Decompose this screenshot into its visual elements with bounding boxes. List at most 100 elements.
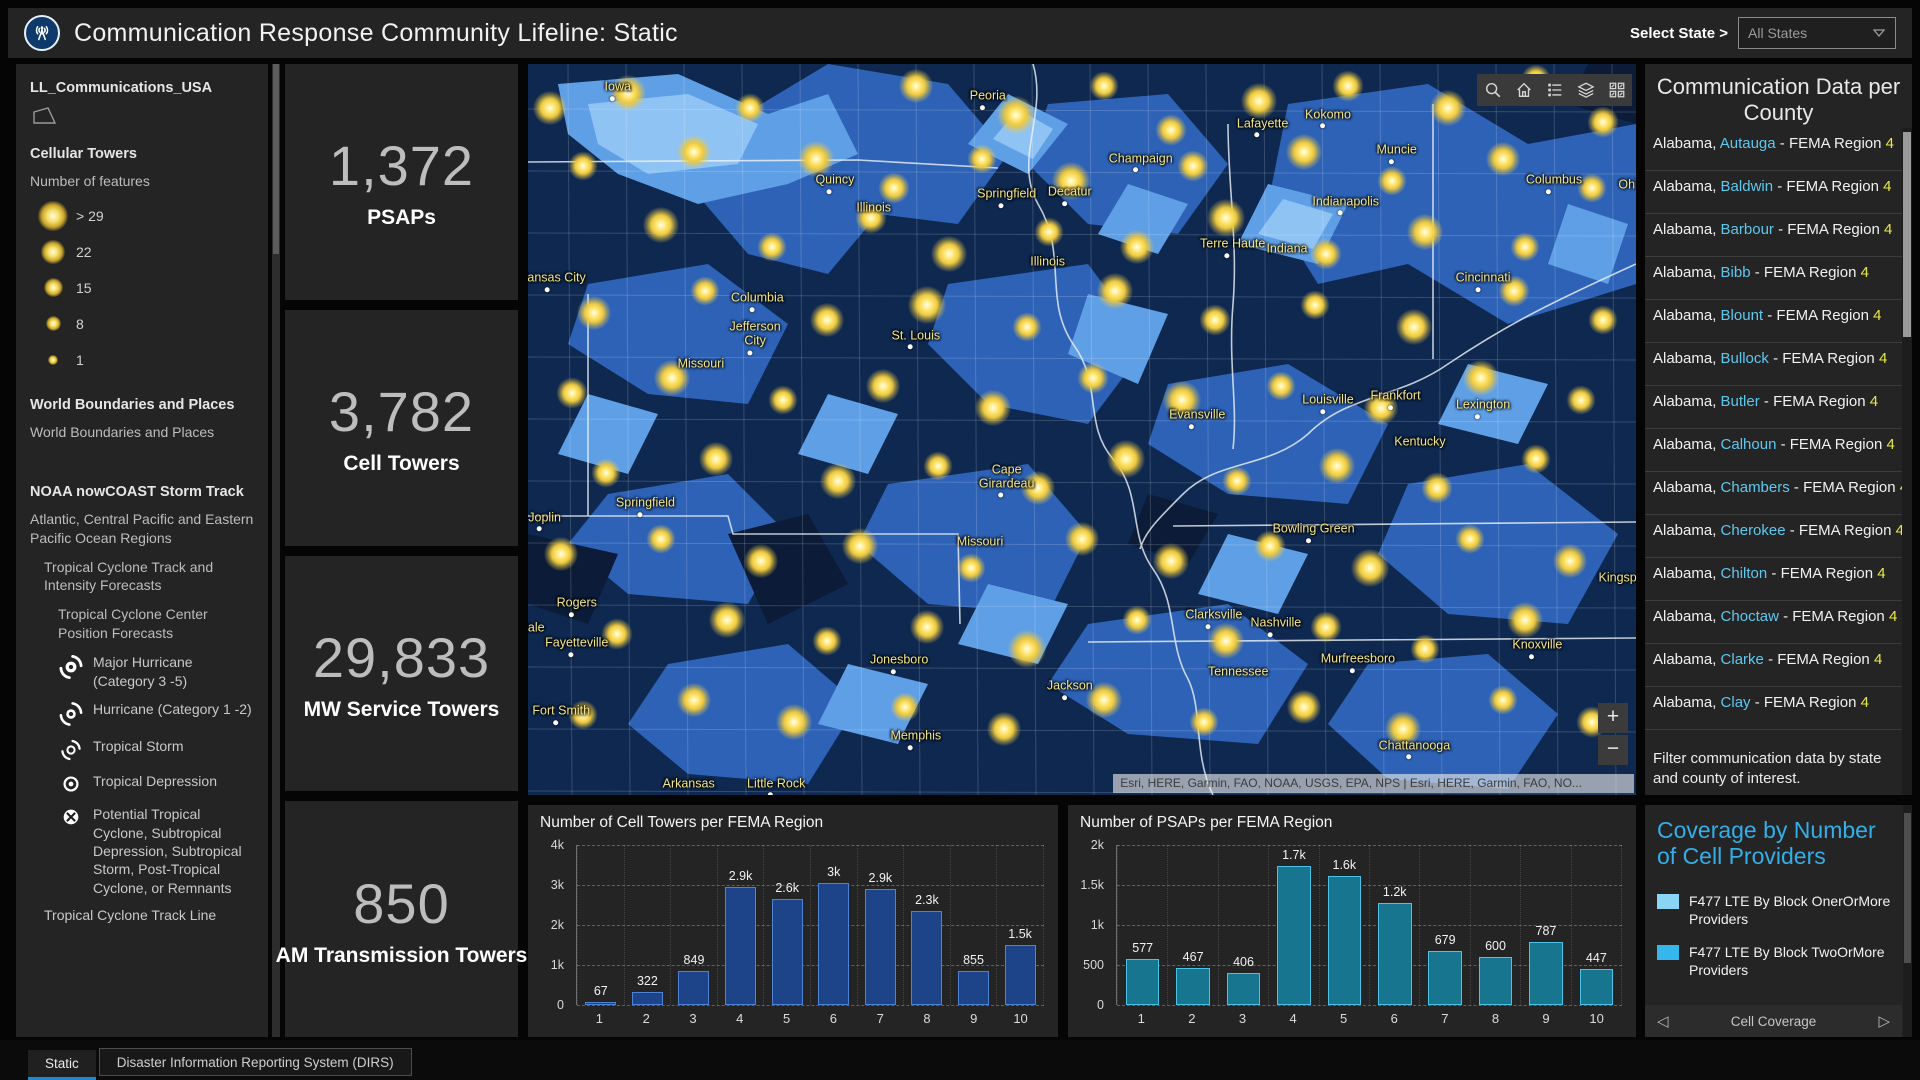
county-row[interactable]: Alabama, Blount - FEMA Region 4 [1645, 300, 1902, 343]
legend-icon[interactable] [1539, 74, 1570, 106]
x-tick-label: 1 [595, 1011, 604, 1026]
bar: 2.3k [903, 845, 950, 1005]
cell-tower-dot [923, 451, 953, 481]
city-label: Cape Girardeau [979, 463, 1034, 498]
cell-tower-dot [709, 601, 746, 638]
cell-tower-dot [878, 172, 910, 204]
cell-tower-dot [1407, 214, 1444, 251]
noaa-regions-label: Atlantic, Central Pacific and Eastern Pa… [30, 510, 254, 546]
cell-tower-dot [987, 712, 1022, 747]
feature-size-label: 22 [76, 243, 92, 260]
city-label: Clarksville [1185, 608, 1242, 630]
x-tick-label: 3 [689, 1011, 697, 1026]
county-row[interactable]: Alabama, Clarke - FEMA Region 4 [1645, 644, 1902, 687]
county-row[interactable]: Alabama, Clay - FEMA Region 4 [1645, 687, 1902, 730]
cell-tower-dot [1051, 161, 1090, 200]
county-data-panel: Communication Data per County Alabama, A… [1645, 64, 1912, 795]
cell-tower-dot [907, 286, 946, 325]
cell-tower-dot [890, 692, 920, 722]
county-row[interactable]: Alabama, Butler - FEMA Region 4 [1645, 386, 1902, 429]
x-tick-label: 2 [642, 1011, 650, 1026]
basemap-icon[interactable] [1601, 74, 1632, 106]
tab-dirs[interactable]: Disaster Information Reporting System (D… [98, 1048, 412, 1076]
county-row[interactable]: Alabama, Autauga - FEMA Region 4 [1645, 128, 1902, 171]
x-tick-label: 6 [1390, 1011, 1398, 1026]
county-row[interactable]: Alabama, Baldwin - FEMA Region 4 [1645, 171, 1902, 214]
cell-tower-dot [1199, 304, 1231, 336]
tower-glow-dot-icon [38, 200, 68, 231]
bar: 787 [1520, 845, 1570, 1005]
mw-towers-label: MW Service Towers [303, 697, 500, 721]
cell-tower-dot [1089, 71, 1119, 101]
county-row[interactable]: Alabama, Calhoun - FEMA Region 4 [1645, 429, 1902, 472]
city-label: Decatur [1048, 185, 1092, 207]
city-label: Nashville [1251, 615, 1301, 637]
county-row[interactable]: Alabama, Bullock - FEMA Region 4 [1645, 343, 1902, 386]
legend-swatch [1657, 893, 1679, 909]
city-label: Joplin [528, 510, 561, 532]
county-row[interactable]: Alabama, Chambers - FEMA Region 4 [1645, 472, 1902, 515]
coverage-footer-label: Cell Coverage [1730, 1013, 1817, 1029]
x-tick-label: 2 [1188, 1011, 1196, 1026]
coverage-scrollbar[interactable] [1903, 805, 1912, 1037]
cell-tower-dot [956, 553, 986, 583]
tab-static[interactable]: Static [28, 1050, 96, 1080]
layers-icon[interactable] [1570, 74, 1601, 106]
city-label: Chattanooga [1379, 738, 1450, 760]
zoom-out-button[interactable]: − [1598, 735, 1628, 765]
cell-tower-dot [1462, 360, 1499, 397]
bar: 1.7k [1268, 845, 1318, 1005]
cell-tower-dot [1455, 524, 1485, 554]
legend-swatch [1657, 945, 1679, 961]
map[interactable]: Iowa Peoria Kokomo Lafayette Muncie Champaign… [528, 64, 1636, 795]
select-state-label: Select State > [1630, 24, 1728, 42]
home-icon[interactable] [1508, 74, 1539, 106]
x-tick-label: 5 [1340, 1011, 1348, 1026]
city-label: Louisville [1302, 392, 1354, 414]
county-list-scrollbar[interactable] [1902, 128, 1912, 795]
psaps-chart: Number of PSAPs per FEMA Region 2k 1.5k 1k… [1068, 805, 1636, 1037]
cell-tower-dot [1065, 522, 1099, 557]
map-basemap [528, 64, 1636, 795]
cell-tower-dot [1162, 381, 1201, 420]
county-row[interactable]: Alabama, Barbour - FEMA Region 4 [1645, 214, 1902, 257]
coverage-legend-item: F477 LTE By Block TwoOrMore Providers [1657, 943, 1900, 979]
legend-sidebar: LL_Communications_USA Cellular Towers Nu… [16, 64, 268, 1037]
cell-tower-dot [1155, 114, 1187, 146]
stat-card-cell-towers: 3,782 Cell Towers [285, 309, 518, 546]
city-label: Iowa [605, 79, 631, 101]
city-label: Kingsport [1598, 570, 1637, 585]
state-dropdown[interactable]: All States [1738, 17, 1896, 49]
cell-tower-dot [601, 618, 633, 650]
sidebar-scrollbar[interactable] [272, 64, 280, 1037]
county-row[interactable]: Alabama, Choctaw - FEMA Region 4 [1645, 601, 1902, 644]
x-tick-label: 6 [829, 1011, 837, 1026]
psaps-label: PSAPs [367, 206, 436, 230]
cell-tower-dot [1152, 543, 1189, 580]
county-row[interactable]: Alabama, Bibb - FEMA Region 4 [1645, 257, 1902, 300]
city-label: Peoria [970, 89, 1006, 111]
cell-tower-dot [1300, 290, 1330, 320]
cell-tower-dot [1510, 232, 1540, 262]
coverage-legend-item: F477 LTE By Block OnerOrMore Providers [1657, 892, 1900, 928]
coverage-panel: Coverage by Number of Cell Providers F47… [1645, 805, 1912, 1037]
city-label: Murfreesboro [1321, 652, 1395, 674]
county-filter-caption: Filter communication data by state and c… [1653, 749, 1882, 787]
city-label: Cincinnati [1456, 271, 1511, 293]
tc-center-position-label: Tropical Cyclone Center Position Forecas… [58, 606, 208, 642]
carousel-prev-icon[interactable]: ◁ [1657, 1013, 1669, 1030]
page-title: Communication Response Community Lifelin… [74, 18, 678, 47]
bar: 406 [1217, 845, 1268, 1005]
county-row[interactable]: Alabama, Cherokee - FEMA Region 4 [1645, 515, 1902, 558]
cell-tower-dot [975, 389, 1012, 426]
search-icon[interactable] [1477, 74, 1508, 106]
zoom-in-button[interactable]: + [1598, 703, 1628, 733]
cell-tower-dot [1421, 472, 1453, 504]
city-label: Illinois [856, 199, 892, 214]
county-panel-title: Communication Data per County [1656, 74, 1901, 126]
tower-glow-dot-icon [48, 354, 58, 365]
feature-size-row: 15 [30, 273, 254, 303]
cell-tower-dot [1120, 229, 1155, 264]
carousel-next-icon[interactable]: ▷ [1878, 1013, 1890, 1030]
county-row[interactable]: Alabama, Chilton - FEMA Region 4 [1645, 558, 1902, 601]
